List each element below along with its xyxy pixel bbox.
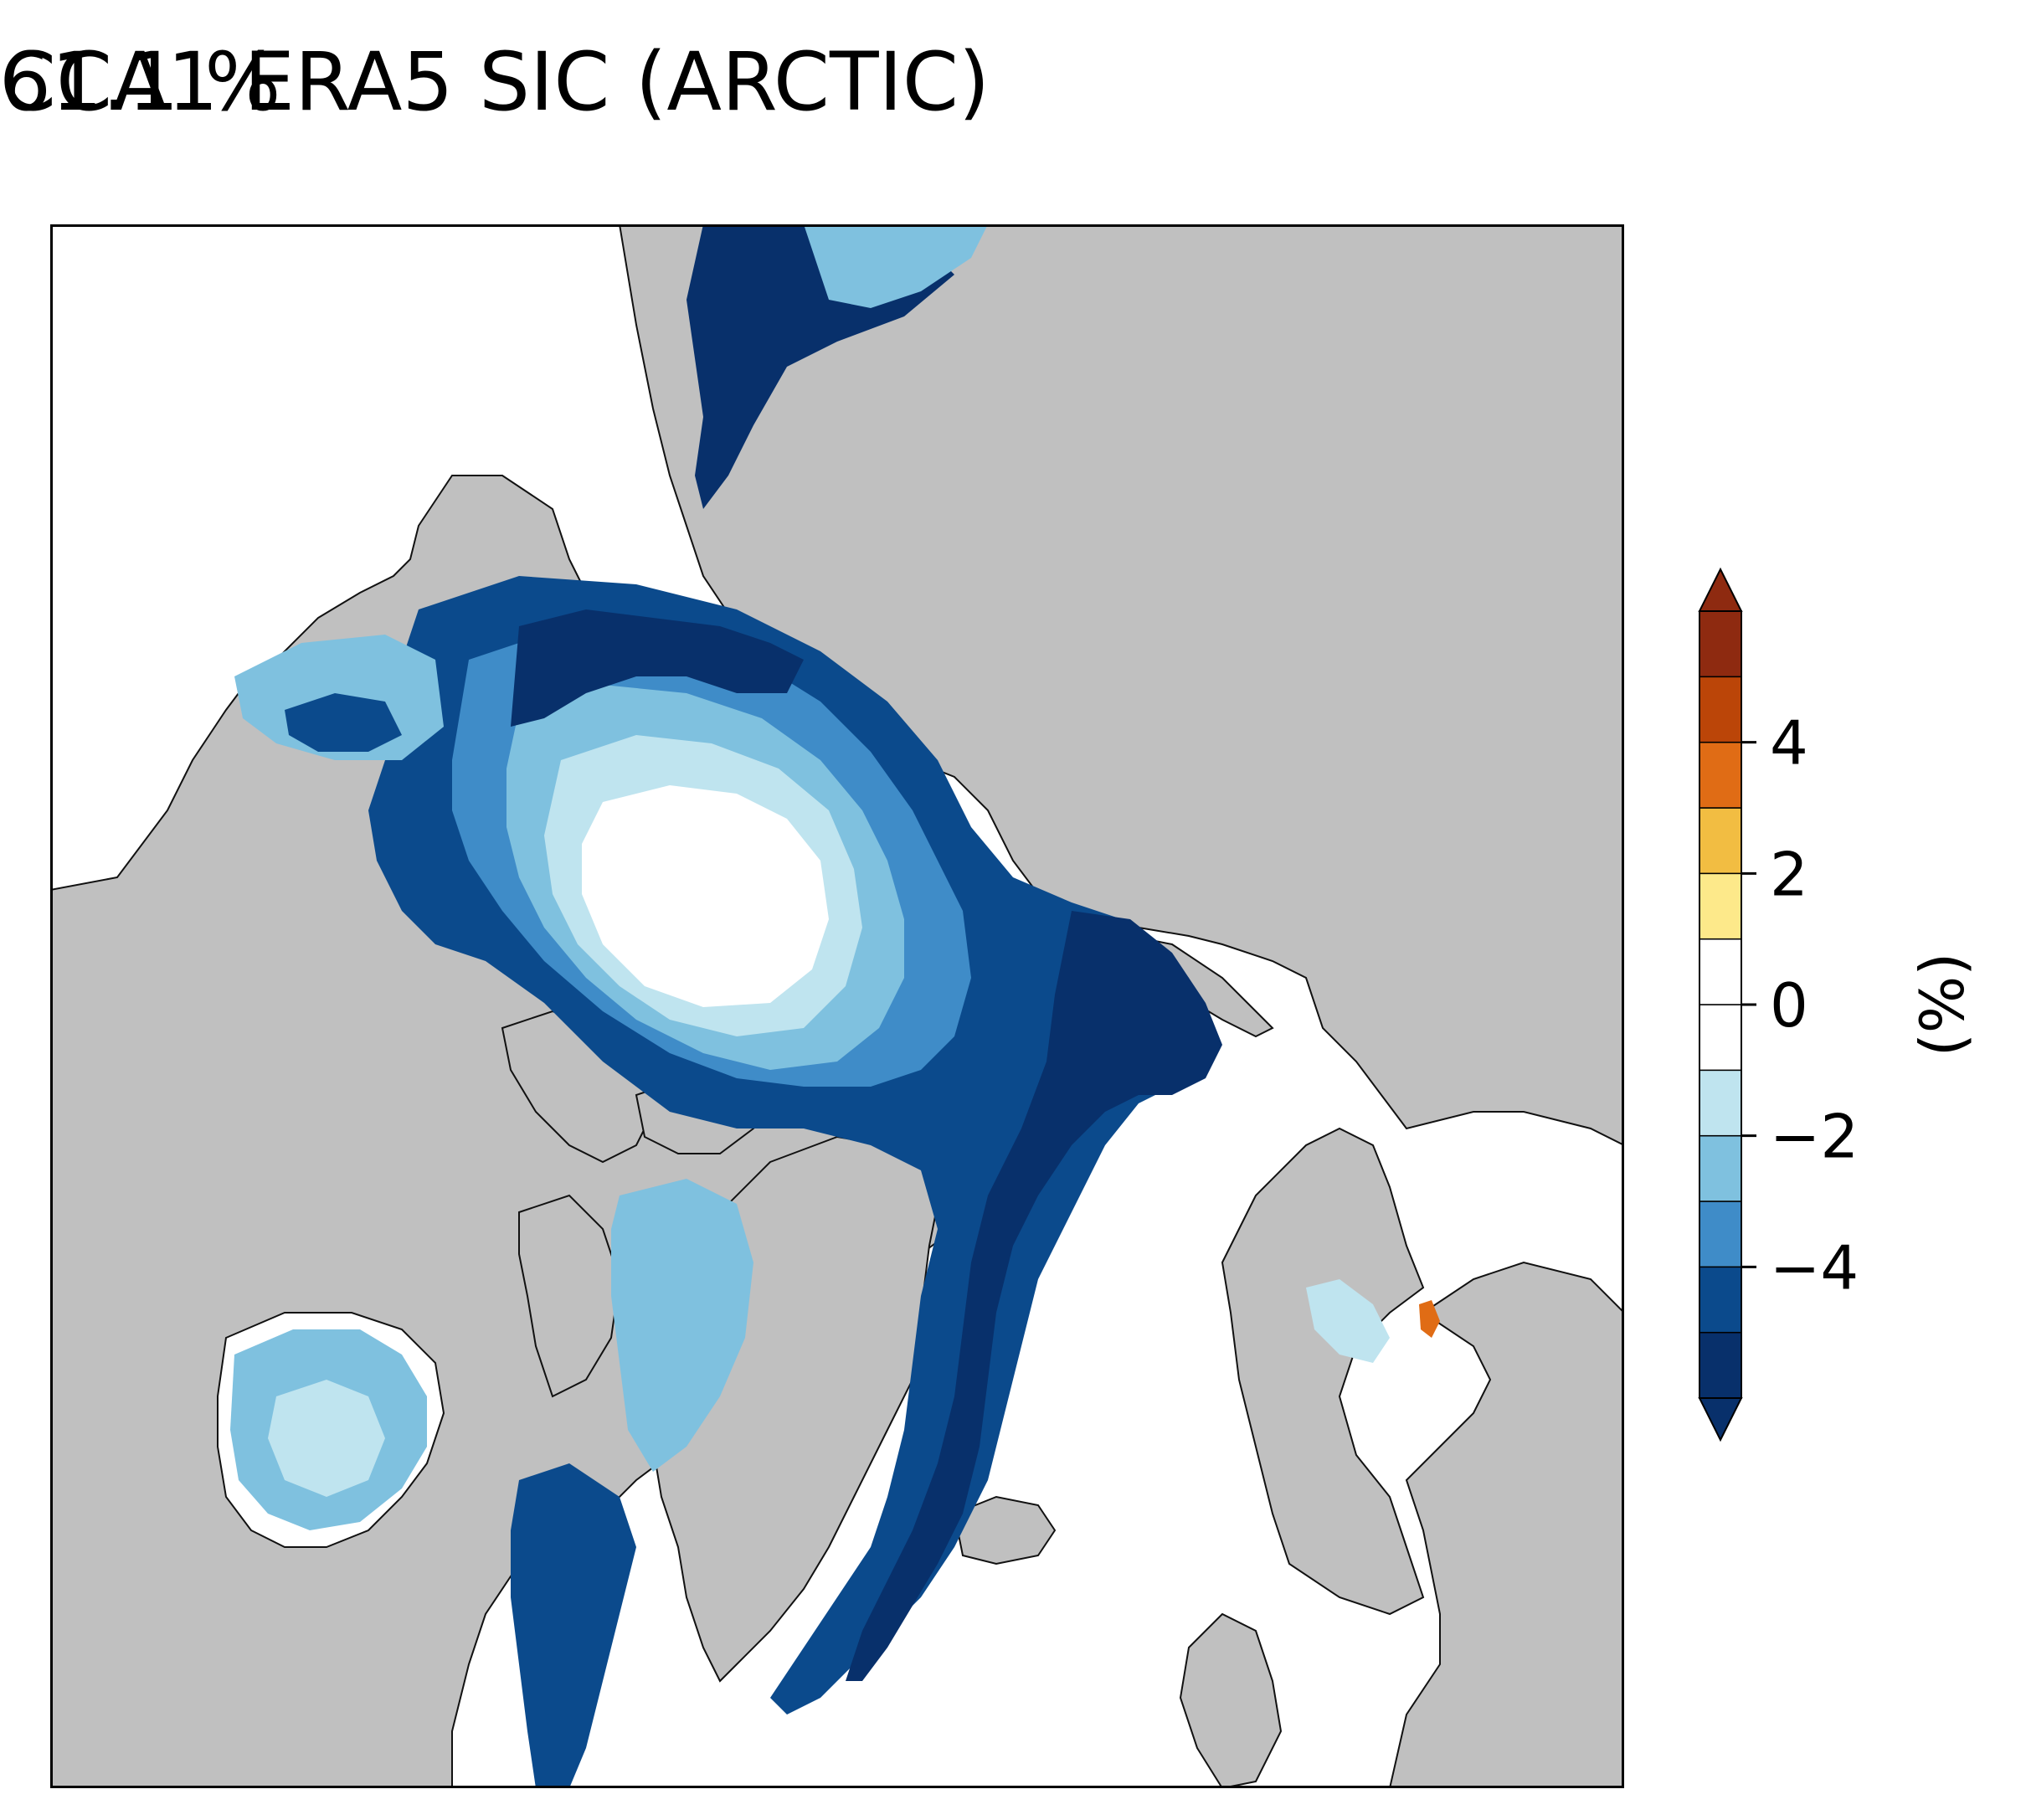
baltic-landmass bbox=[1388, 1261, 1624, 1788]
british-isles-landmass bbox=[1179, 1612, 1283, 1788]
scandinavia-landmass bbox=[1221, 1127, 1425, 1616]
colorbar-segment bbox=[1699, 938, 1742, 1005]
anomaly-level-3 bbox=[1419, 1300, 1440, 1338]
colorbar-segment bbox=[1699, 807, 1742, 875]
iceland-landmass bbox=[953, 1495, 1057, 1566]
colorbar-segment bbox=[1699, 1134, 1742, 1202]
colorbar-tick-label: −4 bbox=[1770, 1232, 1859, 1303]
colorbar-segment bbox=[1699, 610, 1742, 678]
map-title: CCA1 ERA5 SIC (ARCTIC) bbox=[0, 35, 990, 129]
colorbar-label: (%) bbox=[1907, 953, 1977, 1057]
colorbar-segment bbox=[1699, 1331, 1742, 1399]
arctic-map bbox=[50, 224, 1624, 1788]
anomaly-level--5 bbox=[285, 693, 402, 752]
map-frame bbox=[50, 224, 1624, 1788]
colorbar-segment bbox=[1699, 872, 1742, 940]
colorbar-segment bbox=[1699, 1266, 1742, 1334]
colorbar-segment bbox=[1699, 1004, 1742, 1072]
colorbar-extend-min bbox=[1698, 1397, 1743, 1442]
colorbar-segment bbox=[1699, 1200, 1742, 1268]
anomaly-level--6 bbox=[511, 609, 804, 727]
anomaly-level--3 bbox=[804, 224, 988, 308]
pattern-variance-value: 61.1 % bbox=[0, 35, 281, 129]
colorbar-segment bbox=[1699, 741, 1742, 809]
anomaly-level--3 bbox=[611, 1179, 753, 1472]
colorbar-segment bbox=[1699, 1069, 1742, 1137]
anomaly-level--2 bbox=[1306, 1279, 1390, 1363]
anomaly-level--6 bbox=[846, 911, 1222, 1681]
colorbar-tick-label: −2 bbox=[1770, 1102, 1859, 1172]
anomaly-level--2 bbox=[268, 1380, 385, 1497]
colorbar-extend-max bbox=[1698, 567, 1743, 612]
anomaly-level--5 bbox=[511, 1463, 636, 1788]
colorbar-tick-label: 4 bbox=[1770, 708, 1808, 779]
sic-anomaly-layer bbox=[230, 224, 1440, 1788]
anomaly-level-0 bbox=[582, 785, 829, 1007]
baffin-island-landmass bbox=[518, 1194, 621, 1398]
colorbar: 4 2 0 −2 −4 (%) bbox=[1698, 567, 1977, 1442]
colorbar-tick-label: 0 bbox=[1770, 970, 1808, 1041]
colorbar-segment bbox=[1699, 676, 1742, 743]
land-layer bbox=[50, 224, 1624, 1788]
colorbar-tick-label: 2 bbox=[1770, 839, 1808, 909]
